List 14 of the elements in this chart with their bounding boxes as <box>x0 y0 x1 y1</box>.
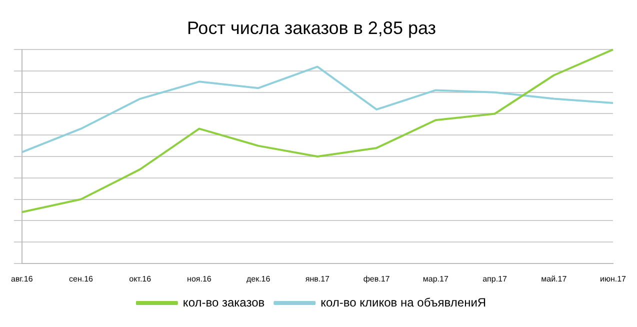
x-tick-label: фев.17 <box>363 274 390 284</box>
x-tick-label: апр.17 <box>482 274 508 284</box>
x-tick-label: авг.16 <box>11 274 34 284</box>
legend-label: кол-во кликов на объявлениЯ <box>320 295 486 310</box>
x-tick-label: июн.17 <box>600 274 627 284</box>
chart-title: Рост числа заказов в 2,85 раз <box>186 18 436 38</box>
x-tick-label: дек.16 <box>246 274 271 284</box>
x-tick-label: ноя.16 <box>187 274 212 284</box>
x-tick-label: янв.17 <box>305 274 330 284</box>
x-tick-label: окт.16 <box>129 274 152 284</box>
x-tick-label: сен.16 <box>68 274 94 284</box>
x-tick-label: мар.17 <box>422 274 449 284</box>
x-tick-label: май.17 <box>541 274 568 284</box>
legend-label: кол-во заказов <box>182 295 265 310</box>
